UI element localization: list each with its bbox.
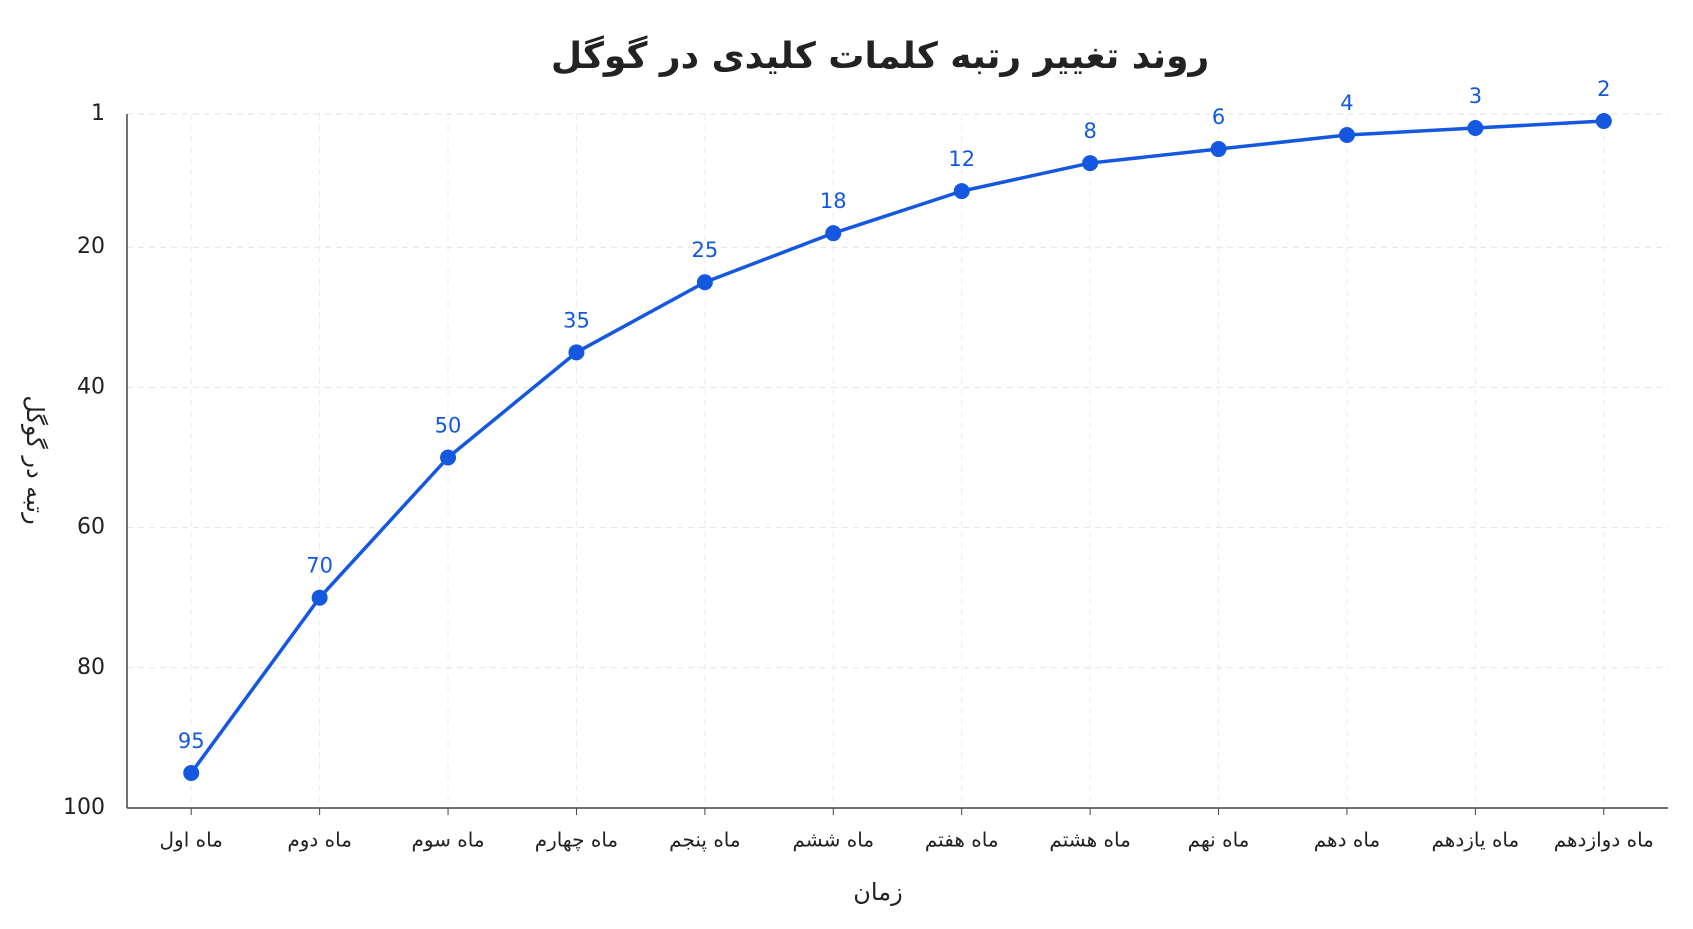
- point: [311, 589, 328, 606]
- x-tick-label: ماه دوازدهم: [1554, 828, 1654, 852]
- y-tick-label: 80: [77, 655, 105, 680]
- point: [1467, 120, 1484, 137]
- chart-title: روند تغییر رتبه کلمات کلیدی در گوگل: [551, 35, 1209, 77]
- point: [568, 344, 585, 361]
- x-tick-label: ماه دوم: [287, 828, 352, 852]
- point: [1338, 127, 1355, 144]
- data-label: 35: [563, 308, 590, 332]
- point: [953, 183, 970, 200]
- data-label: 2: [1597, 77, 1610, 101]
- y-tick-label: 1: [91, 101, 105, 126]
- point: [440, 449, 457, 466]
- data-label: 6: [1212, 105, 1225, 129]
- x-tick-label: ماه چهارم: [535, 828, 618, 852]
- line: [189, 119, 1604, 774]
- data-label: 4: [1340, 91, 1353, 115]
- x-tick-label: ماه یازدهم: [1432, 828, 1520, 852]
- data-label: 12: [948, 147, 975, 171]
- data-label: 70: [306, 554, 333, 578]
- x-tick-label: ماه ششم: [793, 828, 875, 852]
- point: [1210, 141, 1227, 158]
- point: [1595, 113, 1612, 130]
- data-label: 95: [178, 729, 205, 753]
- y-axis-label: رتبه در گوگل: [21, 395, 49, 524]
- x-tick-label: ماه هشتم: [1049, 828, 1130, 852]
- data-label: 8: [1083, 119, 1096, 143]
- data-label: 50: [435, 413, 462, 437]
- point: [825, 225, 842, 242]
- x-axis-label: زمان: [853, 878, 902, 906]
- point: [696, 274, 713, 291]
- x-tick-label: ماه دهم: [1314, 828, 1380, 852]
- y-tick-label: 100: [63, 795, 105, 820]
- point: [1082, 155, 1099, 172]
- point: [183, 764, 200, 781]
- y-tick-label: 20: [77, 234, 105, 259]
- x-tick-label: ماه هفتم: [925, 828, 999, 852]
- data-label: 18: [820, 189, 847, 213]
- x-tick-label: ماه اول: [160, 828, 223, 852]
- y-tick-label: 40: [77, 374, 105, 399]
- x-tick-label: ماه سوم: [411, 828, 484, 852]
- x-tick-label: ماه نهم: [1188, 828, 1250, 852]
- x-tick-label: ماه پنجم: [669, 828, 740, 853]
- y-tick-label: 60: [77, 515, 105, 540]
- data-label: 25: [692, 238, 719, 262]
- data-label: 3: [1469, 84, 1482, 108]
